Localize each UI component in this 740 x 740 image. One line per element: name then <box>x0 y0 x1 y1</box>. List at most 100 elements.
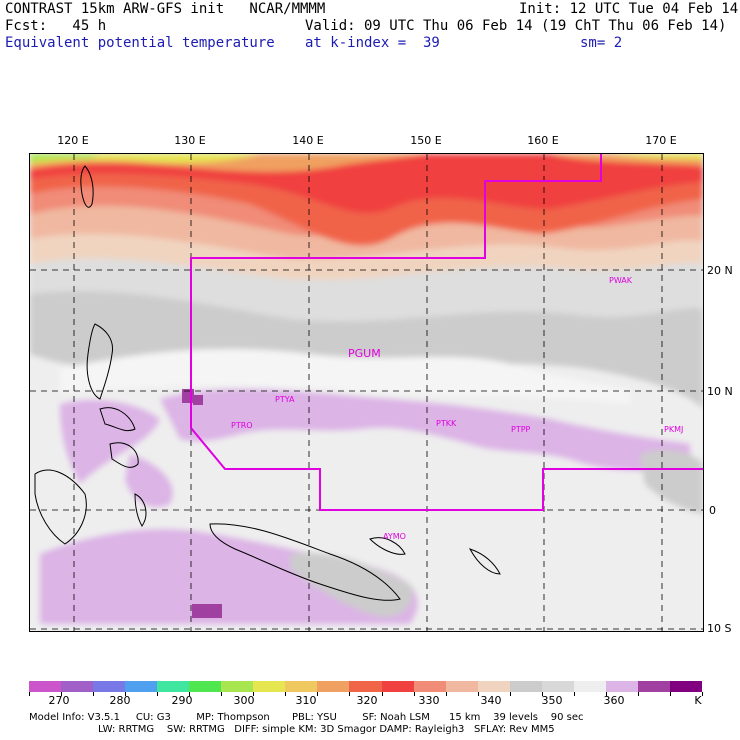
colorbar-tick <box>541 692 543 696</box>
new-guinea <box>209 523 401 601</box>
gray-ng <box>290 553 413 617</box>
model-info-line2: LW: RRTMG SW: RRTMG DIFF: simple KM: 3D … <box>98 724 555 735</box>
colorbar-swatch <box>413 681 447 692</box>
purple-tongue <box>160 388 690 474</box>
colorbar-swatch <box>125 681 158 692</box>
lat-label: 20 N <box>707 264 733 277</box>
colorbar-swatch <box>573 681 607 692</box>
colorbar-tick <box>29 692 30 696</box>
coastlines <box>34 165 501 601</box>
station-ptya: PTYA <box>275 395 295 404</box>
colorbar-tick <box>125 692 127 696</box>
solomon <box>468 548 501 575</box>
colorbar-swatch <box>541 681 575 692</box>
colorbar-swatch <box>285 681 318 692</box>
colorbar-swatch <box>605 681 639 692</box>
station-ptpp: PTPP <box>511 425 531 434</box>
field-name: Equivalent potential temperature <box>5 35 275 51</box>
colorbar-swatch <box>349 681 383 692</box>
colorbar-label: 310 <box>295 694 317 707</box>
colorbar-swatch <box>61 681 94 692</box>
colorbar-swatch <box>93 681 126 692</box>
colorbar-label: 340 <box>480 694 502 707</box>
colorbar-swatch <box>189 681 222 692</box>
lat-label: 10 N <box>707 385 733 398</box>
dark-purple-cell <box>192 604 222 618</box>
visayas <box>99 407 136 432</box>
colorbar-tick <box>317 692 319 696</box>
lon-label: 170 E <box>645 134 677 147</box>
valid-time: Valid: 09 UTC Thu 06 Feb 14 (19 ChT Thu … <box>305 18 727 34</box>
level-index: at k-index = 39 <box>305 35 440 51</box>
smoothing: sm= 2 <box>580 35 623 51</box>
purple-south <box>40 529 418 624</box>
colorbar-tick <box>669 692 671 696</box>
colorbar-label: 350 <box>541 694 563 707</box>
model-info-line1: Model Info: V3.5.1 CU: G3 MP: Thompson P… <box>29 712 584 723</box>
colorbar-swatch <box>669 681 703 692</box>
colorbar-tick <box>413 692 415 696</box>
purple-mid <box>125 454 173 508</box>
colorbar-swatch <box>29 681 62 692</box>
colorbar-tick <box>381 692 383 696</box>
grid-lines <box>30 154 703 631</box>
dark-purple-cell <box>193 395 203 405</box>
forecast-hour: Fcst: 45 h <box>5 18 107 34</box>
colorbar-tick <box>702 692 703 696</box>
station-ptro: PTRO <box>231 421 253 430</box>
taiwan <box>80 165 94 208</box>
colorbar-tick <box>253 692 255 696</box>
bismarck <box>369 537 406 555</box>
lon-label: 150 E <box>410 134 442 147</box>
station-pgum: PGUM <box>348 347 381 360</box>
borneo <box>34 469 87 545</box>
colorbar-tick <box>509 692 511 696</box>
station-ptkk: PTKK <box>436 419 457 428</box>
lon-label: 120 E <box>57 134 89 147</box>
colorbar-label: 280 <box>109 694 131 707</box>
colorbar-swatch <box>381 681 415 692</box>
lon-label: 130 E <box>174 134 206 147</box>
mindanao <box>109 442 139 468</box>
colorbar-label: 360 <box>603 694 625 707</box>
colorbar-tick <box>285 692 287 696</box>
station-aymo: AYMO <box>383 532 406 541</box>
colorbar-swatch <box>221 681 254 692</box>
luzon <box>86 323 114 400</box>
lat-label: 0 <box>709 504 716 517</box>
colorbar-label: 290 <box>171 694 193 707</box>
band-310-top-left <box>30 154 100 162</box>
colorbar-tick <box>189 692 191 696</box>
lon-label: 140 E <box>292 134 324 147</box>
colorbar-tick <box>445 692 447 696</box>
colorbar-tick <box>477 692 479 696</box>
lat-label: 10 S <box>707 622 732 635</box>
colorbar-tick <box>349 692 351 696</box>
colorbar-label: 330 <box>418 694 440 707</box>
colorbar-label: 300 <box>233 694 255 707</box>
colorbar-swatch <box>509 681 543 692</box>
lon-label: 160 E <box>527 134 559 147</box>
station-pkmj: PKMJ <box>664 425 683 434</box>
colorbar-swatch <box>317 681 350 692</box>
colorbar-unit: K <box>694 694 702 707</box>
colorbar-tick <box>221 692 223 696</box>
boundary-line <box>190 154 703 511</box>
colorbar-tick <box>637 692 639 696</box>
colorbar-swatch <box>253 681 286 692</box>
title-line: CONTRAST 15km ARW-GFS init NCAR/MMMM <box>5 1 326 17</box>
colorbar-label: 320 <box>356 694 378 707</box>
colorbar-swatch <box>477 681 511 692</box>
band-315-top-right <box>610 154 703 159</box>
purple-sw <box>60 399 160 484</box>
band-330 <box>30 154 703 214</box>
init-time: Init: 12 UTC Tue 04 Feb 14 <box>519 1 739 17</box>
colorbar-tick <box>605 692 607 696</box>
station-pwak: PWAK <box>609 276 633 285</box>
band-355-white <box>60 349 630 404</box>
colorbar-tick <box>93 692 95 696</box>
colorbar-tick <box>157 692 159 696</box>
colorbar-tick <box>61 692 63 696</box>
colorbar-swatch <box>157 681 190 692</box>
sulawesi <box>134 493 147 527</box>
